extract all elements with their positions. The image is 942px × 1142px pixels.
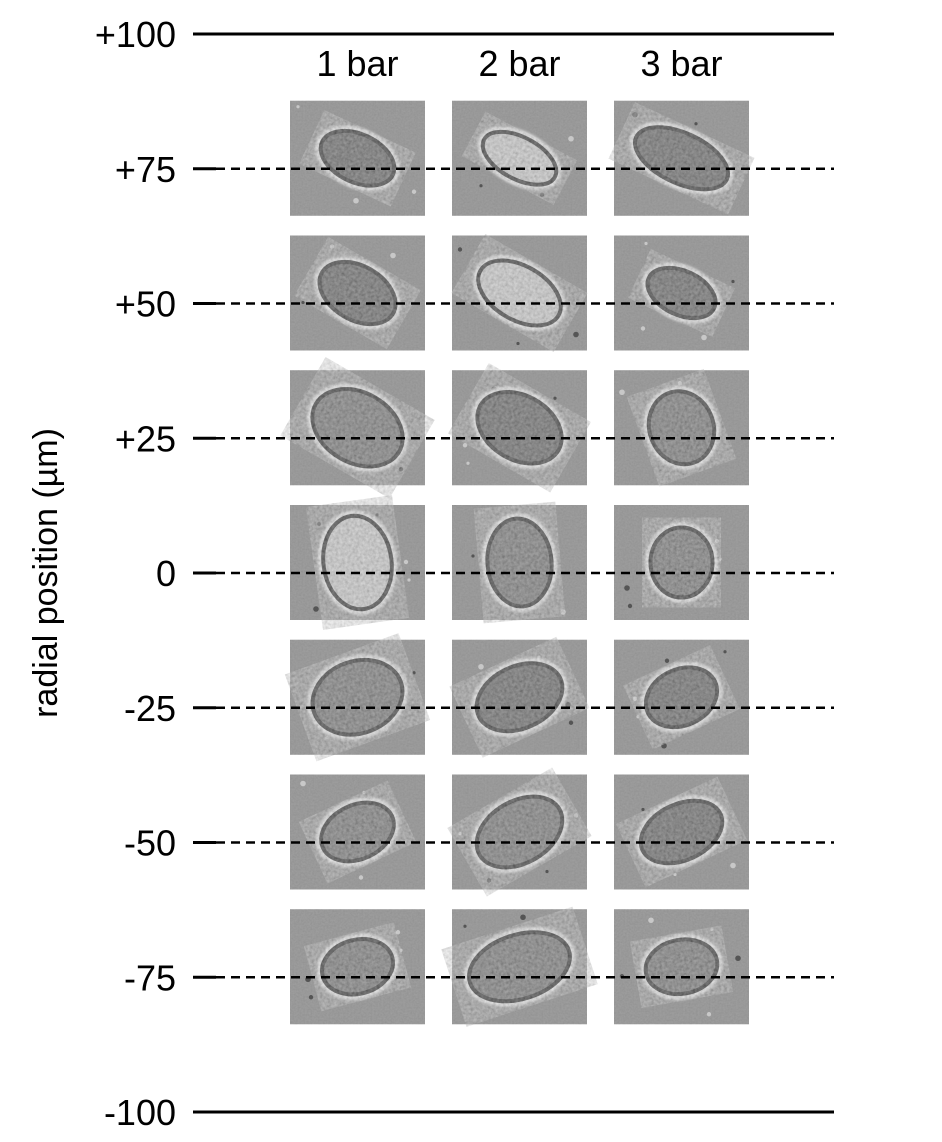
tick-label: -50 bbox=[124, 823, 176, 864]
tick-label: +50 bbox=[115, 284, 176, 325]
cell-image bbox=[290, 505, 425, 620]
column-header: 2 bar bbox=[478, 43, 560, 84]
cell-image bbox=[614, 909, 749, 1025]
position-lines bbox=[193, 32, 834, 1114]
cell-image bbox=[452, 235, 587, 351]
cell-body bbox=[471, 657, 568, 737]
cell-image bbox=[290, 909, 425, 1025]
cell-body bbox=[472, 255, 567, 331]
tick-label: -75 bbox=[124, 957, 176, 998]
cell-body bbox=[315, 797, 400, 867]
cell-image-grid bbox=[290, 100, 749, 1025]
cell-body bbox=[477, 126, 562, 191]
cell-body bbox=[635, 795, 728, 869]
column-headers: 1 bar 2 bar 3 bar bbox=[316, 43, 722, 84]
cell-body bbox=[463, 926, 576, 1007]
y-axis-label-group: radial position (µm) bbox=[27, 428, 65, 718]
cell-image bbox=[452, 774, 587, 890]
cell-image bbox=[614, 774, 749, 890]
cell-body bbox=[640, 661, 723, 733]
cell-body bbox=[471, 791, 568, 873]
cell-image bbox=[452, 639, 587, 755]
cell-image bbox=[290, 639, 425, 755]
cell-body bbox=[314, 256, 401, 330]
cell-body bbox=[307, 654, 408, 741]
tick-label: +75 bbox=[115, 149, 176, 190]
cell-image bbox=[452, 370, 587, 486]
column-header: 1 bar bbox=[316, 43, 398, 84]
cell-image bbox=[290, 100, 425, 216]
cell-image bbox=[290, 370, 425, 486]
cell-image bbox=[614, 235, 749, 351]
tick-label: -100 bbox=[104, 1092, 176, 1133]
tick-label: 0 bbox=[156, 553, 176, 594]
tick-label: +25 bbox=[115, 418, 176, 459]
cell-image bbox=[452, 909, 587, 1025]
cell-body bbox=[316, 933, 399, 1000]
cell-image bbox=[452, 505, 587, 620]
cell-body bbox=[629, 121, 734, 195]
cell-body bbox=[643, 385, 720, 470]
cell-image bbox=[614, 100, 749, 216]
cell-image bbox=[290, 774, 425, 890]
cell-body bbox=[315, 125, 400, 191]
column-header: 3 bar bbox=[640, 43, 722, 84]
cell-body bbox=[645, 522, 718, 603]
cell-body bbox=[317, 510, 398, 615]
tick-labels: +100 -100 +75 +50 +25 0 -25 -50 -75 bbox=[95, 14, 176, 1133]
cell-body bbox=[640, 933, 723, 1000]
cell-body bbox=[481, 513, 558, 612]
tick-label: -25 bbox=[124, 688, 176, 729]
tick-label: +100 bbox=[95, 14, 176, 55]
cell-image bbox=[290, 235, 425, 351]
cell-body bbox=[306, 383, 409, 472]
cell-image bbox=[452, 100, 587, 216]
cell-body bbox=[471, 386, 568, 469]
cell-image bbox=[614, 639, 749, 755]
cell-image bbox=[614, 370, 749, 486]
y-axis-label: radial position (µm) bbox=[27, 428, 65, 718]
cell-image bbox=[614, 505, 749, 620]
